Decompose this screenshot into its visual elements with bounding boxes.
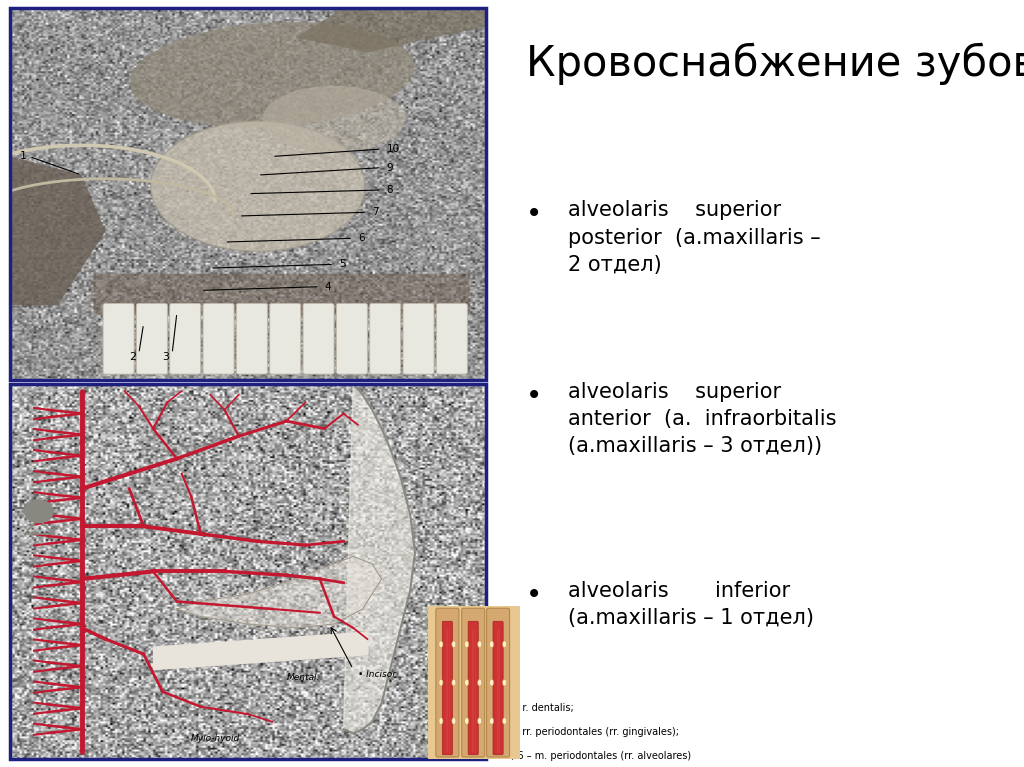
FancyBboxPatch shape bbox=[370, 304, 400, 374]
Polygon shape bbox=[177, 556, 382, 627]
Circle shape bbox=[452, 641, 456, 647]
Text: 10: 10 bbox=[386, 144, 399, 154]
Polygon shape bbox=[10, 156, 105, 305]
Text: •: • bbox=[526, 581, 542, 609]
Circle shape bbox=[465, 641, 469, 647]
Text: 5, 6 – m. periodontales (rr. alveolares): 5, 6 – m. periodontales (rr. alveolares) bbox=[505, 751, 691, 761]
Polygon shape bbox=[296, 8, 486, 52]
FancyBboxPatch shape bbox=[428, 606, 520, 759]
Circle shape bbox=[25, 500, 53, 522]
FancyBboxPatch shape bbox=[462, 608, 484, 757]
FancyBboxPatch shape bbox=[403, 304, 434, 374]
Text: 4 – rr. periodontales (rr. gingivales);: 4 – rr. periodontales (rr. gingivales); bbox=[505, 727, 679, 737]
Ellipse shape bbox=[262, 86, 406, 153]
Circle shape bbox=[503, 680, 507, 686]
FancyBboxPatch shape bbox=[493, 621, 503, 755]
Text: Mylo-hyoid: Mylo-hyoid bbox=[191, 733, 241, 742]
FancyBboxPatch shape bbox=[436, 304, 467, 374]
FancyBboxPatch shape bbox=[170, 304, 201, 374]
Circle shape bbox=[477, 680, 481, 686]
FancyBboxPatch shape bbox=[136, 304, 167, 374]
FancyBboxPatch shape bbox=[442, 621, 453, 755]
Text: alveolaris       inferior
(a.maxillaris – 1 отдел): alveolaris inferior (a.maxillaris – 1 от… bbox=[567, 581, 814, 628]
Text: alveolaris    superior
posterior  (a.maxillaris –
2 отдел): alveolaris superior posterior (a.maxilla… bbox=[567, 200, 820, 275]
FancyBboxPatch shape bbox=[436, 608, 459, 757]
Text: 2 – r. dentalis;: 2 – r. dentalis; bbox=[505, 703, 573, 713]
FancyBboxPatch shape bbox=[203, 304, 234, 374]
Circle shape bbox=[489, 641, 494, 647]
FancyBboxPatch shape bbox=[93, 274, 470, 314]
Circle shape bbox=[477, 641, 481, 647]
Circle shape bbox=[439, 718, 443, 724]
Circle shape bbox=[503, 718, 507, 724]
Text: 3: 3 bbox=[163, 352, 170, 362]
FancyBboxPatch shape bbox=[237, 304, 267, 374]
Text: •: • bbox=[526, 200, 542, 229]
Text: •: • bbox=[526, 382, 542, 410]
Circle shape bbox=[452, 680, 456, 686]
FancyBboxPatch shape bbox=[269, 304, 301, 374]
Text: • Incisor: • Incisor bbox=[357, 670, 396, 679]
Circle shape bbox=[489, 718, 494, 724]
Ellipse shape bbox=[151, 121, 365, 252]
Text: 6: 6 bbox=[357, 233, 365, 243]
Circle shape bbox=[439, 680, 443, 686]
Circle shape bbox=[465, 718, 469, 724]
Text: 4: 4 bbox=[325, 281, 331, 291]
Text: Кровоснабжение зубов: Кровоснабжение зубов bbox=[526, 42, 1024, 85]
Text: 7: 7 bbox=[372, 207, 379, 217]
Text: 2: 2 bbox=[129, 352, 136, 362]
Circle shape bbox=[439, 641, 443, 647]
FancyBboxPatch shape bbox=[103, 304, 134, 374]
Circle shape bbox=[489, 680, 494, 686]
Text: 9: 9 bbox=[386, 163, 393, 173]
Circle shape bbox=[465, 680, 469, 686]
Polygon shape bbox=[344, 384, 415, 733]
Text: alveolaris    superior
anterior  (a.  infraorbitalis
(a.maxillaris – 3 отдел)): alveolaris superior anterior (a. infraor… bbox=[567, 382, 837, 456]
Circle shape bbox=[452, 718, 456, 724]
Text: 8: 8 bbox=[386, 185, 393, 195]
FancyBboxPatch shape bbox=[486, 608, 510, 757]
FancyBboxPatch shape bbox=[303, 304, 334, 374]
Circle shape bbox=[477, 718, 481, 724]
FancyBboxPatch shape bbox=[468, 621, 478, 755]
Ellipse shape bbox=[130, 21, 415, 127]
FancyBboxPatch shape bbox=[337, 304, 368, 374]
Text: Mental.: Mental. bbox=[287, 673, 319, 683]
Text: 5: 5 bbox=[339, 259, 345, 269]
Circle shape bbox=[503, 641, 507, 647]
Text: 1: 1 bbox=[19, 151, 27, 162]
